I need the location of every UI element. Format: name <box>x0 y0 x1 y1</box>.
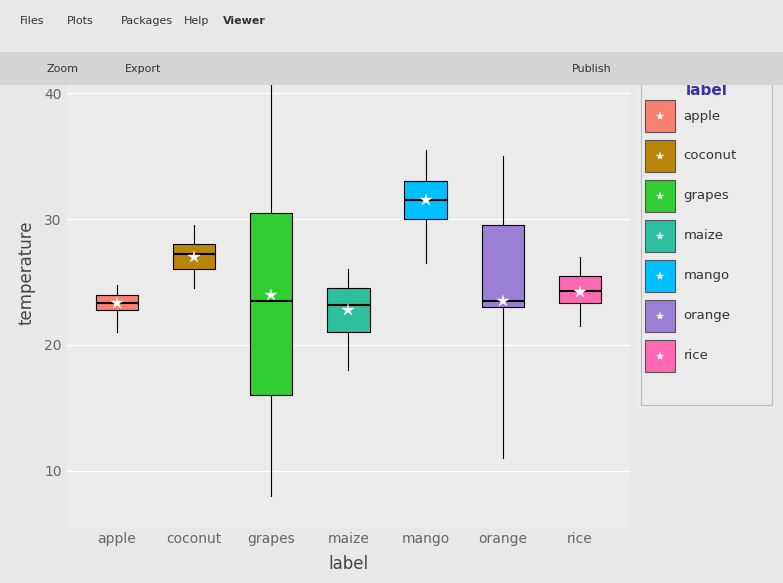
Text: apple: apple <box>684 110 720 122</box>
Bar <box>482 225 524 307</box>
Bar <box>327 289 370 332</box>
Text: grapes: grapes <box>684 189 729 202</box>
Text: Help: Help <box>184 16 209 26</box>
Bar <box>96 294 138 310</box>
Text: Plots: Plots <box>67 16 93 26</box>
Text: Zoom: Zoom <box>47 64 79 73</box>
FancyBboxPatch shape <box>645 180 675 212</box>
Text: Publish: Publish <box>572 64 612 73</box>
FancyBboxPatch shape <box>640 65 772 405</box>
FancyBboxPatch shape <box>645 260 675 292</box>
FancyBboxPatch shape <box>645 340 675 371</box>
FancyBboxPatch shape <box>645 100 675 132</box>
Text: orange: orange <box>684 310 731 322</box>
Text: mango: mango <box>684 269 730 282</box>
Bar <box>405 181 447 219</box>
Text: maize: maize <box>684 230 723 243</box>
Text: Export: Export <box>125 64 161 73</box>
Text: Files: Files <box>20 16 44 26</box>
Bar <box>559 276 601 303</box>
FancyBboxPatch shape <box>645 141 675 172</box>
Y-axis label: temperature: temperature <box>18 220 36 325</box>
Text: Packages: Packages <box>121 16 174 26</box>
FancyBboxPatch shape <box>645 220 675 252</box>
Bar <box>250 213 292 395</box>
FancyBboxPatch shape <box>645 300 675 332</box>
Text: Viewer: Viewer <box>223 16 266 26</box>
Text: rice: rice <box>684 349 709 363</box>
X-axis label: label: label <box>328 555 369 573</box>
Text: label: label <box>686 83 727 98</box>
Bar <box>173 244 215 269</box>
Text: coconut: coconut <box>684 149 737 163</box>
